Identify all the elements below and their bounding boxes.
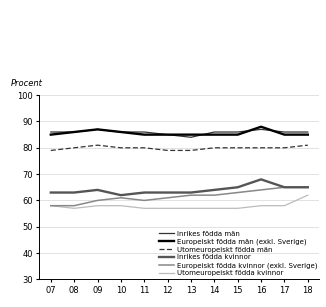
Legend: Inrikes födda män, Europeiskt födda män (exkl. Sverige), Utomeuropeiskt födda mä: Inrikes födda män, Europeiskt födda män … (157, 229, 319, 278)
Text: Diagram 3.1 Andel heltidsarbetande av sysselsatta bland
inrikes födda, europeisk: Diagram 3.1 Andel heltidsarbetande av sy… (3, 2, 283, 37)
Text: Procent: Procent (11, 79, 43, 88)
